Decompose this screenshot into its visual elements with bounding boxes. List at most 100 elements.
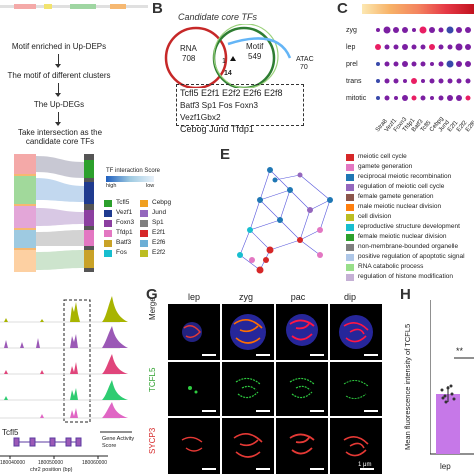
image-merge-zyg bbox=[222, 304, 274, 360]
heat-color-bar bbox=[362, 4, 474, 14]
go-term-item: reproductive structure development bbox=[346, 222, 465, 232]
h-xlabel: lep bbox=[440, 462, 451, 471]
flow-arrowhead-3 bbox=[55, 122, 61, 126]
flow-arrowhead-2 bbox=[55, 93, 61, 97]
gene-name-label: Tcfl5 bbox=[2, 428, 19, 437]
image-tcfl5-lep bbox=[168, 362, 220, 416]
tf-legend-item: E2f2 bbox=[140, 248, 171, 258]
col-header-pac: pac bbox=[290, 292, 306, 302]
go-term-item: RNA catabolic process bbox=[346, 262, 465, 272]
dot-row-mitotic: mitotic bbox=[346, 95, 367, 102]
image-sycp3-zyg bbox=[222, 418, 274, 474]
go-term-item: gamete generation bbox=[346, 162, 465, 172]
venn-rna-label: RNA bbox=[180, 44, 197, 53]
dot-col-labels: Stra8 Vezf1 Foxn3 Tfdp1 Batf3 Tcfl5 Cebp… bbox=[375, 116, 474, 133]
col-label-10: E2f6 bbox=[465, 119, 474, 133]
go-term-item: non-membrane-bounded organelle bbox=[346, 242, 465, 252]
venn-rna-count: 708 bbox=[182, 54, 196, 63]
go-term-item: reciprocal meiotic recombination bbox=[346, 172, 465, 182]
row-label-merge: Merge bbox=[148, 297, 157, 320]
go-term-item: female meiotic nuclear division bbox=[346, 232, 465, 242]
tf-legend-item: Vezf1 bbox=[104, 208, 134, 218]
x-tick-1: 180050000 bbox=[38, 460, 64, 466]
go-term-item: meiotic cell cycle bbox=[346, 152, 465, 162]
image-sycp3-dip bbox=[330, 418, 382, 474]
venn-center-count: 1 bbox=[222, 58, 226, 65]
bar-lep bbox=[436, 394, 460, 454]
sig-label: ** bbox=[456, 346, 464, 356]
tf-line-2: Batf3 Sp1 Fos Foxn3 Vezf1Gbx2 bbox=[180, 100, 258, 122]
image-tcfl5-pac bbox=[276, 362, 328, 416]
dot-row-labels: zyg lep prel trans mitotic bbox=[346, 22, 366, 107]
coverage-tracks bbox=[0, 299, 120, 459]
enrichment-network bbox=[237, 167, 333, 274]
image-tcfl5-zyg bbox=[222, 362, 274, 416]
tf-legend-item: Jund bbox=[140, 208, 171, 218]
venn-arrow bbox=[230, 56, 236, 61]
dot-row-trans: trans bbox=[346, 78, 362, 85]
go-term-item: female gamete generation bbox=[346, 192, 465, 202]
venn-atac-count: 70 bbox=[300, 64, 308, 71]
data-point bbox=[441, 396, 445, 400]
tf-box: Tcfl5 E2f1 E2f2 E2f6 E2f8 Batf3 Sp1 Fos … bbox=[176, 84, 304, 134]
tf-legend-item: Tfdp1 bbox=[104, 228, 134, 238]
panel-h-letter: H bbox=[400, 286, 411, 303]
x-axis-label: chr2 position (bp) bbox=[30, 467, 73, 473]
image-tcfl5-dip bbox=[330, 362, 382, 416]
header-track-image bbox=[0, 4, 148, 9]
dot-row-lep: lep bbox=[346, 44, 356, 51]
tf-line-3: Cebog Jund Tfdp1 bbox=[180, 124, 254, 134]
flow-step-3: The Up-DEGs bbox=[33, 100, 85, 109]
go-term-legend: meiotic cell cycle gamete generation rec… bbox=[346, 152, 465, 282]
tf-legend-item: Fos bbox=[104, 248, 134, 258]
venn-bottom-count: 14 bbox=[224, 70, 232, 77]
go-term-item: regulation of meiotic cell cycle bbox=[346, 182, 465, 192]
panel-b-letter: B bbox=[152, 0, 163, 17]
go-term-item: cell division bbox=[346, 212, 465, 222]
scale-label: 1 μm bbox=[358, 462, 372, 468]
data-point bbox=[450, 392, 454, 396]
tf-legend-item: Batf3 bbox=[104, 238, 134, 248]
dot-row-zyg: zyg bbox=[346, 27, 357, 34]
tf-line-1: Tcfl5 E2f1 E2f2 E2f6 E2f8 bbox=[180, 88, 283, 98]
row-label-sycp3: SYCP3 bbox=[148, 427, 157, 454]
col-header-zyg: zyg bbox=[238, 292, 253, 302]
panel-e-letter: E bbox=[220, 146, 231, 163]
panel-g-letter: G bbox=[146, 286, 158, 303]
go-term-item: positive regulation of apoptotic signal bbox=[346, 252, 465, 262]
flow-step-2: The motif of different clusters bbox=[7, 71, 111, 80]
flow-arrowhead-1 bbox=[55, 64, 61, 68]
tf-legend-item: Tcfl5 bbox=[104, 198, 134, 208]
flow-step-1: Motif enriched in Up-DEPs bbox=[11, 42, 107, 51]
dot-row-prel: prel bbox=[346, 61, 358, 68]
dot-plot bbox=[375, 26, 471, 101]
gene-activity-violins bbox=[100, 296, 132, 433]
venn-title: Candidate core TFs bbox=[178, 12, 258, 22]
tf-legend-item: Foxn3 bbox=[104, 218, 134, 228]
h-ylabel: Mean fluorescence intensity of TCFL5 bbox=[403, 324, 412, 450]
tf-legend-left: Tcfl5 Vezf1 Foxn3 Tfdp1 Batf3 Fos bbox=[104, 198, 134, 258]
data-point bbox=[449, 384, 453, 388]
score-legend-low: low bbox=[146, 183, 155, 189]
sankey-diagram bbox=[14, 154, 94, 272]
x-tick-0: 180040000 bbox=[0, 460, 26, 466]
data-point bbox=[443, 394, 447, 398]
gene-activity-label: Gene Activity Score bbox=[102, 436, 135, 449]
x-tick-2: 180060000 bbox=[82, 460, 108, 466]
tf-legend-item: E2f6 bbox=[140, 238, 171, 248]
panel-a-header-bar bbox=[0, 0, 148, 12]
go-term-item: regulation of histone modification bbox=[346, 272, 465, 282]
score-legend-high: high bbox=[106, 183, 117, 189]
image-merge-pac bbox=[276, 304, 328, 360]
flow-arrow-1 bbox=[58, 54, 59, 67]
col-header-lep: lep bbox=[187, 292, 200, 302]
data-point bbox=[446, 386, 450, 390]
venn-atac-label: ATAC bbox=[296, 56, 314, 63]
venn-diagram bbox=[164, 24, 292, 88]
image-merge-dip bbox=[330, 304, 382, 360]
image-sycp3-lep bbox=[168, 418, 220, 474]
data-point bbox=[452, 397, 456, 401]
image-sycp3-pac bbox=[276, 418, 328, 474]
data-point bbox=[444, 400, 448, 404]
venn-motif-label: Motif bbox=[246, 42, 264, 51]
